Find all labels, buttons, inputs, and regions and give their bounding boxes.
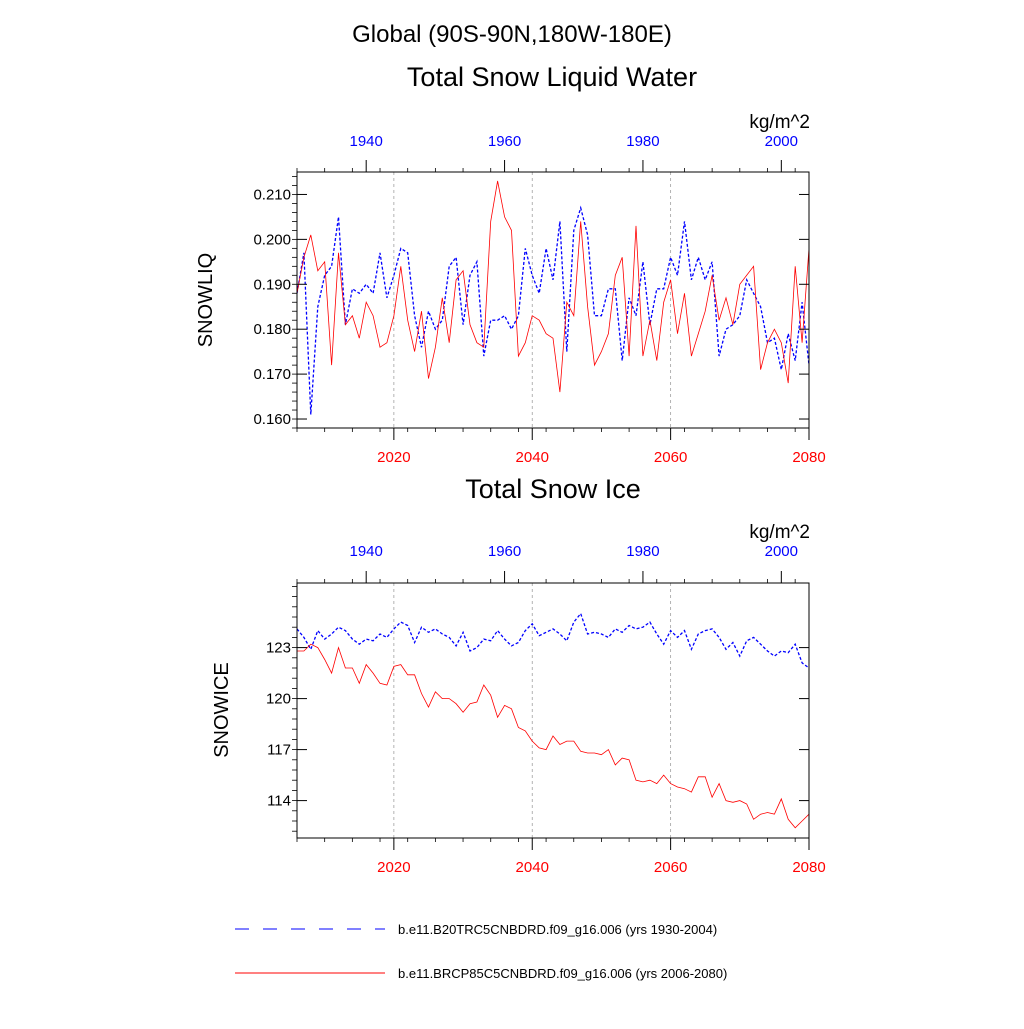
y-tick-label: 114 (267, 793, 291, 810)
x-tick-label-bottom: 2060 (654, 859, 687, 876)
chart-title: Total Snow Ice (465, 474, 641, 504)
y-tick-label: 0.190 (253, 276, 291, 293)
x-tick-label-bottom: 2080 (792, 859, 825, 876)
y-axis-label: SNOWICE (211, 662, 233, 758)
y-tick-label: 0.170 (253, 366, 291, 383)
x-tick-label-bottom: 2040 (516, 449, 549, 466)
x-tick-label-top: 1940 (350, 543, 383, 560)
x-tick-label-top: 1940 (350, 133, 383, 150)
x-tick-label-top: 1980 (626, 543, 659, 560)
series-line-hist (296, 205, 810, 415)
y-tick-label: 117 (267, 742, 291, 759)
x-tick-label-bottom: 2020 (377, 449, 410, 466)
x-tick-label-bottom: 2040 (516, 859, 549, 876)
x-tick-label-bottom: 2080 (792, 449, 825, 466)
plot-frame (296, 171, 810, 429)
units-label: kg/m^2 (749, 112, 810, 133)
series-line-future (297, 643, 810, 829)
chart-snowice: Total Snow Ice kg/m^2 SNOWICE 114 117 120 123 2… (211, 474, 826, 876)
x-tick-label-bottom: 2020 (377, 859, 410, 876)
y-tick-label: 0.210 (253, 186, 291, 203)
x-tick-label-top: 1960 (488, 543, 521, 560)
plot-frame (296, 582, 810, 839)
y-tick-label: 0.160 (253, 411, 291, 428)
y-tick-label: 120 (266, 691, 291, 708)
y-tick-label: 0.180 (253, 321, 291, 338)
series-line-future (296, 180, 810, 393)
units-label: kg/m^2 (749, 522, 810, 543)
chart-title: Total Snow Liquid Water (407, 62, 697, 92)
y-tick-label: 0.200 (253, 231, 291, 248)
series-line-hist (296, 612, 810, 669)
x-tick-label-top: 1960 (488, 133, 521, 150)
x-tick-label-top: 2000 (765, 133, 798, 150)
x-tick-label-top: 2000 (765, 543, 798, 560)
y-axis-label: SNOWLIQ (195, 253, 217, 347)
legend-label-future: b.e11.BRCP85C5CNBDRD.f09_g16.006 (yrs 20… (398, 966, 727, 981)
x-tick-label-bottom: 2060 (654, 449, 687, 466)
page-title: Global (90S-90N,180W-180E) (352, 21, 672, 48)
x-tick-label-top: 1980 (626, 133, 659, 150)
chart-snowliq: Total Snow Liquid Water kg/m^2 SNOWLIQ 0.16… (195, 62, 826, 466)
legend-label-hist: b.e11.B20TRC5CNBDRD.f09_g16.006 (yrs 193… (398, 922, 717, 937)
legend: b.e11.B20TRC5CNBDRD.f09_g16.006 (yrs 193… (235, 922, 727, 981)
y-tick-label: 123 (266, 640, 291, 657)
